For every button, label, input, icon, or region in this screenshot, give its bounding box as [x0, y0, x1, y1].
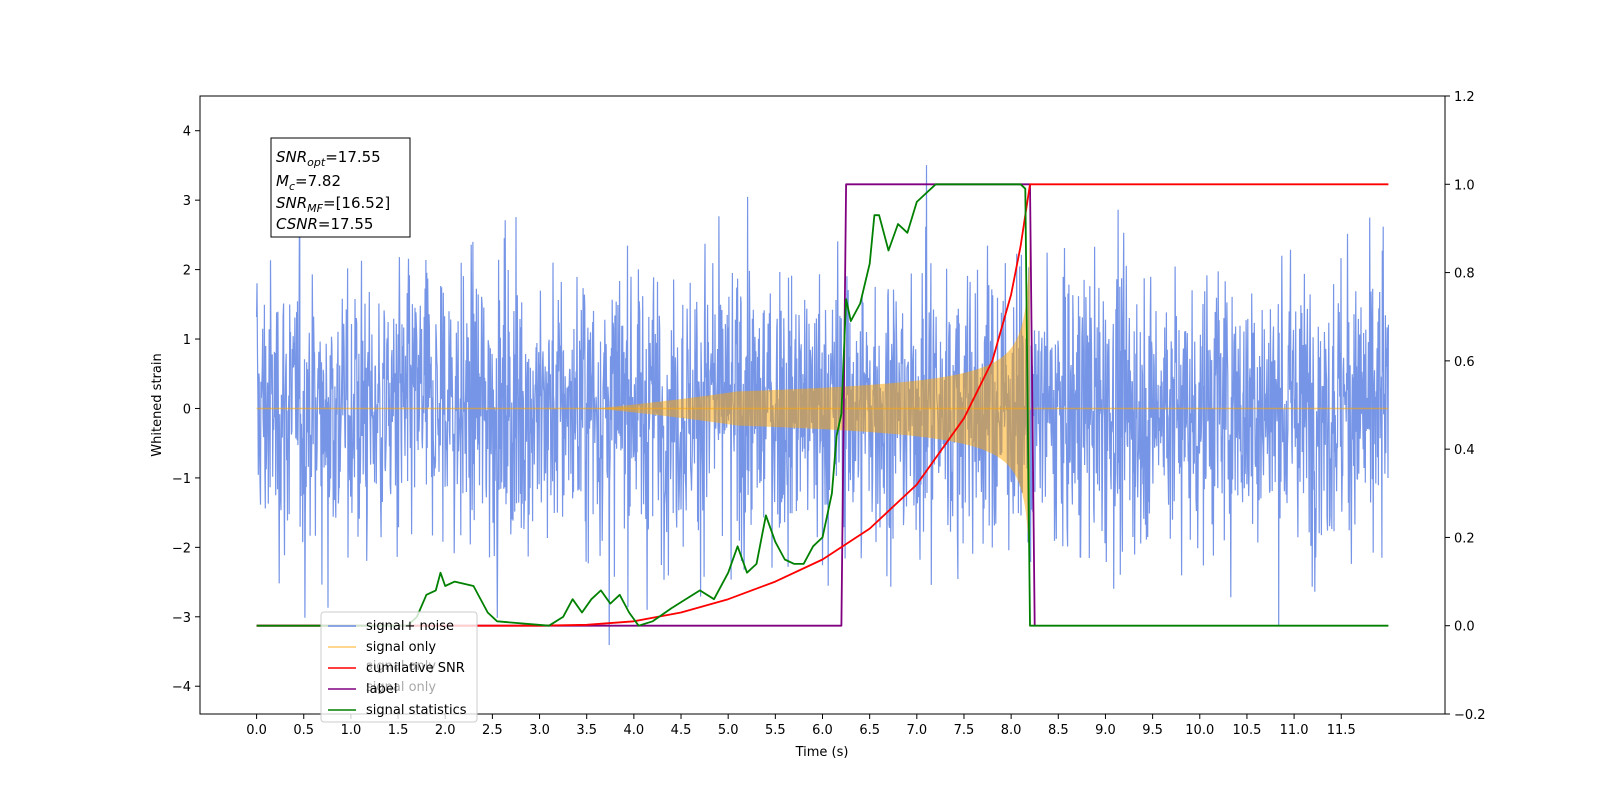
annotation-csnr: CSNR=17.55	[276, 215, 373, 233]
x-tick-label: 3.0	[529, 723, 550, 738]
right-y-tick-label: 0.4	[1454, 443, 1475, 458]
legend: signal only signal only signal+ noise si…	[320, 611, 478, 723]
x-tick-label: 8.0	[1001, 723, 1022, 738]
right-y-tick-label: 0.6	[1454, 355, 1475, 370]
annotation-chirp-mass: Mc=7.82	[276, 172, 341, 193]
legend-entry-signal-only: signal only	[366, 640, 436, 655]
x-tick-label: 2.0	[435, 723, 456, 738]
signal-only-series	[256, 233, 1389, 584]
right-y-tick-label: 0.8	[1454, 267, 1475, 282]
x-tick-label: 6.0	[812, 723, 833, 738]
signal-noise-line	[256, 165, 1389, 646]
legend-ghost-entry-2: signal only	[366, 680, 436, 695]
x-tick-label: 2.5	[482, 723, 503, 738]
x-tick-label: 8.5	[1048, 723, 1069, 738]
left-y-tick-label: −4	[172, 680, 191, 695]
x-tick-label: 11.0	[1280, 723, 1309, 738]
overlay-series	[256, 183, 1389, 627]
x-tick-label: 7.0	[906, 723, 927, 738]
annotation-snr-opt: SNRopt=17.55	[276, 148, 381, 169]
annotation-box: SNRopt=17.55 Mc=7.82 SNRMF=[16.52] CSNR=…	[270, 137, 411, 238]
legend-entry-signal-noise: signal+ noise	[366, 619, 454, 634]
right-y-tick-label: 0.2	[1454, 531, 1475, 546]
right-y-tick-label: 1.2	[1454, 90, 1475, 105]
signal-statistics-line	[256, 183, 1389, 627]
x-tick-label: 1.5	[388, 723, 409, 738]
x-tick-label: 7.5	[954, 723, 975, 738]
x-axis-label: Time (s)	[795, 745, 849, 760]
right-y-tick-label: 1.0	[1454, 178, 1475, 193]
left-y-tick-label: 2	[183, 264, 191, 279]
left-y-tick-label: 4	[183, 125, 191, 140]
x-tick-label: 5.0	[718, 723, 739, 738]
x-tick-label: 9.0	[1095, 723, 1116, 738]
x-tick-label: 10.5	[1232, 723, 1261, 738]
label-line	[256, 183, 1036, 627]
cumulative-snr-line	[256, 183, 1389, 627]
legend-entry-label: label	[366, 682, 397, 697]
x-tick-label: 3.5	[576, 723, 597, 738]
left-y-tick-label: −2	[172, 541, 191, 556]
left-y-tick-label: −1	[172, 472, 191, 487]
left-y-tick-label: 0	[183, 402, 191, 417]
legend-ghost-entry-1: signal only	[366, 659, 436, 674]
x-tick-label: 4.0	[624, 723, 645, 738]
left-y-tick-label: −3	[172, 611, 191, 626]
left-y-axis-ticks: 4 3 2 1 0 −1 −2 −3 −4	[172, 125, 200, 695]
x-tick-label: 11.5	[1327, 723, 1356, 738]
x-tick-label: 1.0	[341, 723, 362, 738]
y-axis-label: Whitened strain	[150, 353, 165, 456]
legend-entry-signal-statistics: signal statistics	[366, 703, 467, 718]
x-axis-ticks: 0.0 0.5 1.0 1.5 2.0 2.5 3.0 3.5 4.0 4.5 5.0 5.5 6.0 6…	[246, 714, 1356, 738]
x-tick-label: 6.5	[859, 723, 880, 738]
x-tick-label: 4.5	[671, 723, 692, 738]
legend-frame	[320, 611, 478, 723]
right-y-axis-ticks: 1.2 1.0 0.8 0.6 0.4 0.2 0.0 −0.2	[1445, 90, 1486, 723]
x-tick-label: 9.5	[1142, 723, 1163, 738]
right-y-tick-label: 0.0	[1454, 620, 1475, 635]
x-tick-label: 0.5	[293, 723, 314, 738]
left-y-tick-label: 1	[183, 333, 191, 348]
x-tick-label: 5.5	[765, 723, 786, 738]
signal-noise-series	[256, 165, 1389, 646]
x-tick-label: 10.0	[1185, 723, 1214, 738]
right-y-tick-label: −0.2	[1454, 708, 1486, 723]
legend-entry-cumulative-snr: cumilative SNR	[366, 661, 465, 676]
x-tick-label: 0.0	[246, 723, 267, 738]
annotation-snr-mf: SNRMF=[16.52]	[276, 194, 390, 215]
left-y-tick-label: 3	[183, 194, 191, 209]
